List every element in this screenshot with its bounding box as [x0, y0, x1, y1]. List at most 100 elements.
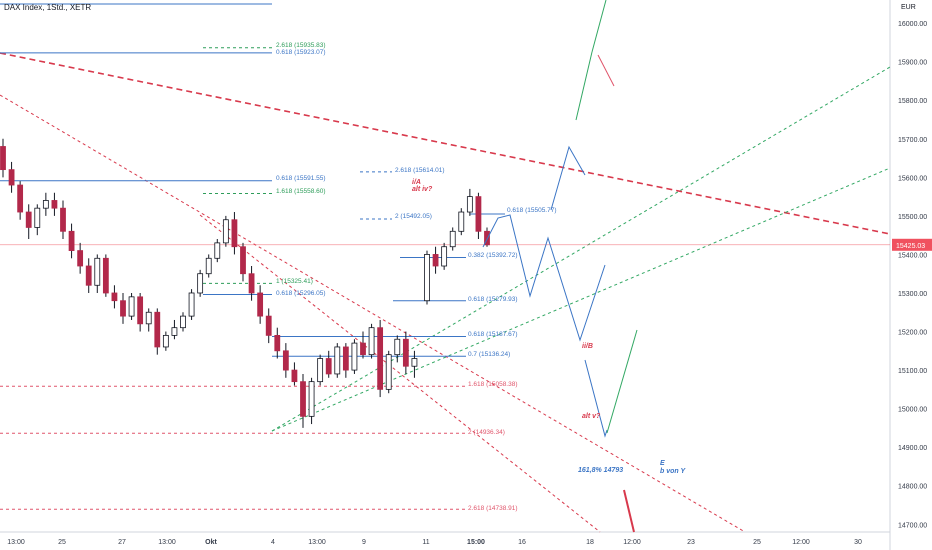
- y-tick-label: 14900.00: [898, 445, 927, 452]
- candle-body: [265, 315, 272, 336]
- green-trendline-lower: [271, 167, 891, 432]
- candle-body: [222, 219, 229, 244]
- x-tick-label: 9: [362, 539, 366, 546]
- candle-body: [394, 338, 401, 356]
- x-tick-label: 25: [58, 539, 66, 546]
- candle-body: [42, 200, 49, 209]
- candle-body: [128, 296, 135, 317]
- projection-path-red: [597, 54, 615, 87]
- wave-annotation: b von Y: [660, 468, 686, 475]
- candle-body: [17, 184, 24, 213]
- candle-body: [411, 358, 418, 367]
- y-tick-label: 15400.00: [898, 252, 927, 259]
- candle-body: [300, 381, 306, 417]
- candle-body: [102, 257, 109, 294]
- candle-body: [171, 327, 178, 336]
- candle-body: [441, 246, 448, 267]
- candle-body: [68, 230, 75, 251]
- fib-level-label: 2 (14936.34): [468, 429, 505, 436]
- x-tick-label: 4: [271, 539, 275, 546]
- red-trendline-upper: [0, 52, 891, 235]
- candle-body: [432, 254, 439, 267]
- fib-level-label: 0.618 (15279.93): [468, 296, 518, 303]
- symbol-header: DAX Index, 1Std., XETR: [4, 3, 92, 12]
- y-tick-label: 15700.00: [898, 137, 927, 144]
- y-tick-label: 15800.00: [898, 98, 927, 105]
- x-tick-label: 16: [518, 539, 526, 546]
- candle-body: [85, 265, 92, 286]
- candle-body: [197, 273, 204, 294]
- fib-level-label: 0.618 (15591.55): [276, 175, 326, 182]
- y-tick-label: 16000.00: [898, 21, 927, 28]
- y-tick-label: 14800.00: [898, 484, 927, 491]
- candle-body: [25, 211, 32, 228]
- fib-level-label: 0.7 (15136.24): [468, 351, 510, 358]
- y-tick-label: 15600.00: [898, 175, 927, 182]
- x-tick-label: 15:00: [467, 539, 485, 546]
- y-tick-label: 15900.00: [898, 60, 927, 67]
- candle-body: [94, 257, 101, 286]
- candle-body: [162, 334, 169, 348]
- x-tick-label: 30: [854, 539, 862, 546]
- candle-body: [360, 342, 366, 356]
- red-arrow-bottom: [623, 489, 635, 533]
- red-trendline-lower: [199, 214, 601, 533]
- candle-body: [240, 246, 246, 275]
- y-tick-label: 14700.00: [898, 522, 927, 529]
- candle-body: [188, 292, 195, 317]
- x-tick-label: Okt: [205, 539, 217, 546]
- last-price-tag: [892, 238, 932, 251]
- fib-level-label: 0.618 (15505.77): [507, 207, 557, 214]
- candle-body: [466, 196, 473, 213]
- fib-level-label: 0.618 (15187.67): [468, 331, 518, 338]
- candle-body: [424, 254, 430, 302]
- candle-body: [475, 196, 482, 232]
- fib-level-label: 2.618 (15935.83): [276, 42, 326, 49]
- candle-body: [377, 327, 384, 390]
- x-tick-label: 25: [753, 539, 761, 546]
- projection-path-blue-3: [584, 359, 608, 438]
- candle-body: [317, 358, 324, 383]
- candle-body: [8, 169, 15, 186]
- wave-annotation: E: [660, 460, 665, 467]
- candle-body: [458, 211, 465, 232]
- projection-path-blue-1: [482, 214, 606, 342]
- x-tick-label: 13:00: [158, 539, 176, 546]
- x-tick-label: 11: [422, 539, 429, 546]
- fib-level-label: 0.618 (15296.05): [276, 290, 326, 297]
- candle-body: [51, 200, 58, 209]
- candle-body: [145, 311, 152, 325]
- candle-body: [308, 381, 315, 417]
- wave-annotation: alt v?: [582, 413, 601, 420]
- candle-body: [274, 334, 281, 352]
- candle-body: [342, 346, 349, 371]
- fib-level-label: 1 (15325.41): [276, 278, 313, 285]
- candle-body: [351, 342, 358, 371]
- x-tick-label: 12:00: [623, 539, 641, 546]
- wave-annotation: alt iv?: [412, 186, 433, 193]
- candle-body: [0, 146, 6, 171]
- fib-level-label: 2 (15492.05): [395, 213, 432, 220]
- candle-body: [368, 327, 375, 356]
- y-tick-label: 15300.00: [898, 291, 927, 298]
- candle-body: [120, 300, 126, 317]
- candle-body: [111, 292, 118, 302]
- y-tick-label: 15100.00: [898, 368, 927, 375]
- candle-body: [248, 273, 255, 294]
- x-tick-label: 13:00: [308, 539, 326, 546]
- candle-body: [34, 207, 41, 228]
- x-tick-label: 23: [687, 539, 695, 546]
- x-tick-label: 12:00: [792, 539, 810, 546]
- candle-body: [154, 311, 161, 348]
- candle-body: [282, 350, 289, 371]
- x-tick-label: 13:00: [7, 539, 25, 546]
- fib-level-label: 0.618 (15923.07): [276, 49, 326, 56]
- candle-body: [385, 354, 392, 390]
- candle-body: [291, 369, 298, 383]
- candle-body: [484, 230, 490, 246]
- fib-level-label: 1.618 (15558.60): [276, 188, 326, 195]
- candle-body: [137, 296, 144, 325]
- y-tick-label: 15000.00: [898, 407, 927, 414]
